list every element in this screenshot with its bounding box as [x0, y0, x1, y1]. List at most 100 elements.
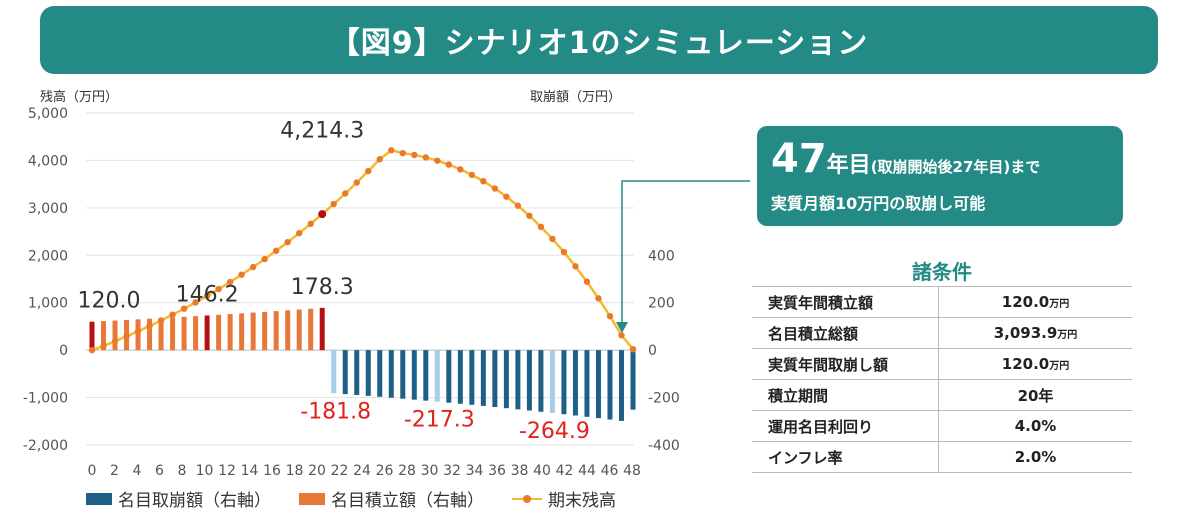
left-tick-label: 3,000 — [28, 201, 68, 217]
withdrawal-bar — [538, 350, 544, 412]
x-tick-label: 48 — [623, 463, 641, 479]
balance-point — [353, 179, 360, 186]
condition-row: 実質年間取崩し額 120.0万円 — [752, 348, 1132, 380]
x-tick-label: 2 — [110, 463, 119, 479]
accumulation-bar — [147, 318, 153, 351]
x-tick-label: 26 — [376, 463, 394, 479]
balance-point — [468, 171, 476, 179]
withdrawal-label: -264.9 — [519, 419, 590, 444]
balance-point — [134, 328, 142, 335]
x-tick-label: 16 — [263, 463, 281, 479]
accumulation-bar — [250, 312, 256, 351]
balance-point — [226, 278, 234, 286]
x-tick-label: 18 — [286, 463, 304, 479]
balance-point — [180, 305, 188, 312]
withdrawal-bar — [572, 350, 578, 416]
withdrawal-bar — [342, 350, 348, 395]
withdrawal-bar — [400, 350, 406, 399]
left-tick-label: 2,000 — [28, 248, 68, 264]
withdrawal-bar — [446, 350, 452, 403]
withdrawal-bar — [515, 350, 521, 410]
withdrawal-bar — [365, 350, 371, 396]
x-tick-label: 32 — [443, 463, 461, 479]
withdrawal-bar — [377, 350, 383, 397]
condition-value: 2.0% — [938, 441, 1132, 473]
withdrawal-bar — [618, 350, 624, 421]
x-tick-label: 8 — [178, 463, 187, 479]
balance-point — [272, 247, 280, 254]
x-tick-label: 20 — [308, 463, 326, 479]
legend-withdrawal: 名目取崩額（右軸） — [86, 486, 271, 511]
accumulation-bar — [308, 308, 314, 351]
withdrawal-label: -217.3 — [404, 408, 475, 433]
legend-accumulation: 名目積立額（右軸） — [299, 486, 484, 511]
right-tick-label: 0 — [648, 343, 657, 359]
accumulation-bar — [158, 318, 164, 351]
callout-years: 47 — [771, 136, 827, 182]
balance-point — [445, 161, 453, 168]
withdrawal-label: -181.8 — [300, 399, 371, 424]
x-tick-label: 36 — [488, 463, 506, 479]
balance-point — [491, 185, 499, 192]
accumulation-bar — [296, 309, 302, 351]
x-tick-label: 24 — [353, 463, 371, 479]
balance-point — [422, 154, 430, 161]
balance-point — [249, 263, 257, 271]
accumulation-bar — [285, 310, 291, 351]
withdrawal-bar — [434, 350, 440, 402]
balance-point — [629, 345, 637, 353]
legend-withdrawal-swatch — [86, 492, 112, 505]
condition-value: 120.0万円 — [938, 286, 1132, 318]
right-axis-title: 取崩額（万円） — [530, 90, 621, 105]
withdrawal-bar — [492, 350, 498, 408]
right-tick-label: -200 — [648, 391, 680, 407]
balance-point — [146, 322, 153, 330]
accumulation-bar — [204, 315, 210, 351]
x-tick-label: 28 — [398, 463, 416, 479]
withdrawal-bar — [607, 350, 613, 420]
accumulation-bar — [112, 320, 118, 351]
left-tick-label: 0 — [59, 343, 68, 359]
balance-point — [411, 151, 418, 159]
page-title: 【図9】シナリオ1のシミュレーション — [329, 26, 869, 61]
legend-accumulation-swatch — [299, 492, 325, 505]
balance-point — [342, 190, 349, 197]
x-tick-label: 42 — [556, 463, 574, 479]
callout-connector — [621, 180, 750, 324]
balance-point — [399, 149, 406, 157]
condition-label: 運用名目利回り — [752, 410, 939, 442]
x-tick-label: 10 — [196, 463, 214, 479]
withdrawal-bar — [331, 350, 337, 394]
callout-year-word: 年目 — [826, 153, 871, 178]
left-tick-label: 4,000 — [28, 153, 68, 169]
accumulation-bar — [181, 316, 187, 351]
condition-value: 20年 — [938, 379, 1132, 411]
balance-point — [376, 156, 383, 163]
accumulation-bar — [193, 316, 199, 351]
withdrawal-bar — [480, 350, 486, 406]
balance-point — [526, 212, 533, 219]
balance-point — [111, 338, 119, 345]
condition-label: 実質年間積立額 — [752, 286, 939, 318]
withdrawal-bar — [595, 350, 601, 419]
condition-row: 実質年間積立額 120.0万円 — [752, 286, 1132, 318]
condition-label: 積立期間 — [752, 379, 939, 411]
title-banner: 【図9】シナリオ1のシミュレーション — [40, 6, 1158, 74]
accumulation-bar — [89, 321, 95, 351]
withdrawal-bar — [503, 350, 509, 409]
balance-point — [238, 271, 245, 278]
balance-point — [537, 223, 545, 231]
condition-row: 名目積立総額 3,093.9万円 — [752, 317, 1132, 349]
balance-point — [572, 263, 579, 270]
condition-value: 4.0% — [938, 410, 1132, 442]
withdrawal-bar — [469, 350, 475, 405]
x-tick-label: 46 — [601, 463, 619, 479]
balance-point — [100, 342, 107, 350]
x-tick-label: 34 — [466, 463, 484, 479]
condition-label: 実質年間取崩し額 — [752, 348, 939, 380]
condition-row: 積立期間 20年 — [752, 379, 1132, 411]
accumulation-bar — [170, 317, 176, 351]
peak-label: 4,214.3 — [280, 118, 364, 143]
condition-label: 名目積立総額 — [752, 317, 939, 349]
callout-box: 47年目(取崩開始後27年目)まで 実質月額10万円の取崩し可能 — [757, 126, 1123, 226]
